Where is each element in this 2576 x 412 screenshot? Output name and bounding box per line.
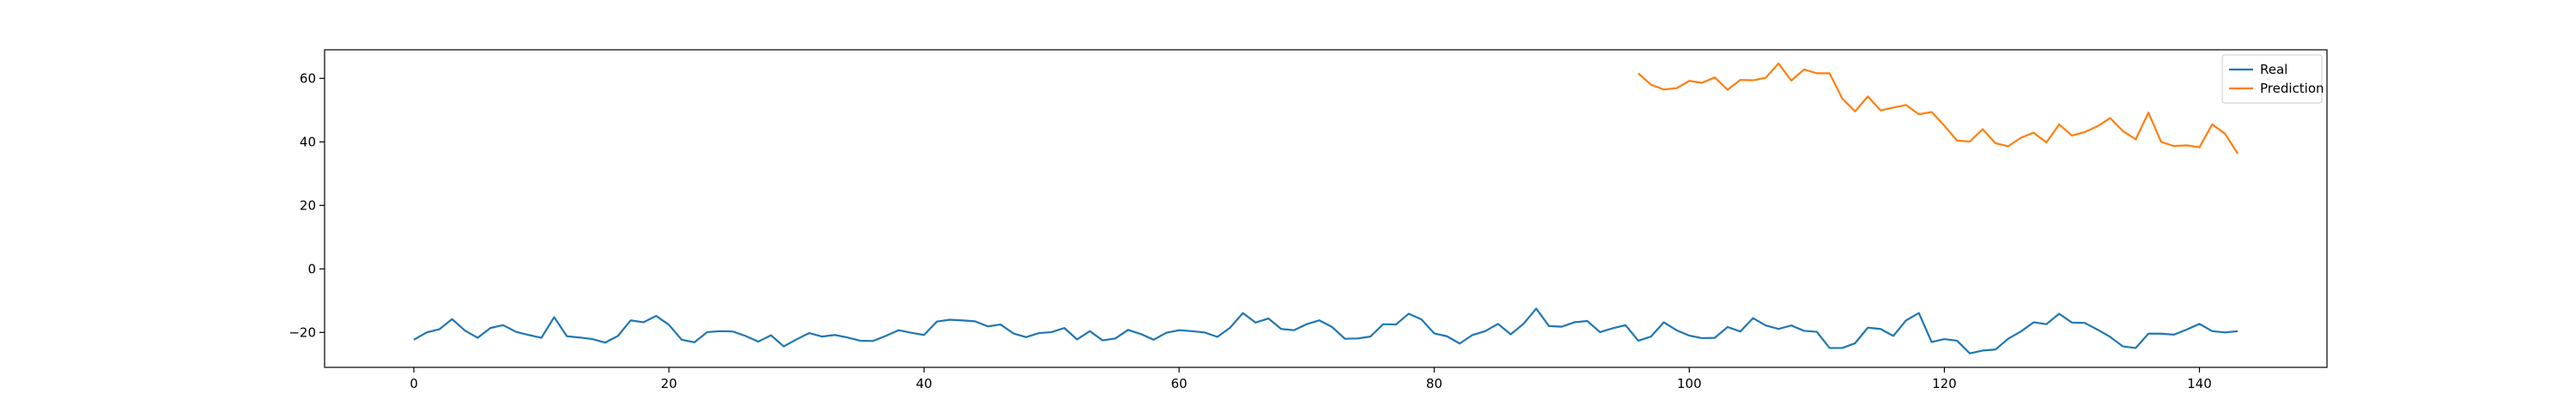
x-tick-label: 100 xyxy=(1677,376,1702,391)
x-tick-label: 0 xyxy=(410,376,418,391)
plot-lines xyxy=(413,62,2239,354)
series-line-real xyxy=(413,307,2239,354)
axes-frame xyxy=(324,49,2328,368)
x-tick-label: 120 xyxy=(1932,376,1957,391)
y-tick-label: 60 xyxy=(300,70,316,86)
y-axis: −20 0 20 40 60 xyxy=(289,70,325,340)
x-tick-label: 80 xyxy=(1426,376,1443,391)
x-axis: 0 20 40 60 80 100 120 140 xyxy=(410,367,2212,391)
x-tick-label: 20 xyxy=(660,376,677,391)
y-tick-label: −20 xyxy=(289,324,316,340)
legend-box xyxy=(2221,54,2323,104)
legend-label: Real xyxy=(2260,62,2287,77)
legend-label: Prediction xyxy=(2260,81,2324,96)
x-tick-label: 140 xyxy=(2187,376,2212,391)
y-tick-label: 40 xyxy=(300,134,316,149)
legend: Real Prediction xyxy=(2221,54,2324,104)
x-tick-label: 60 xyxy=(1171,376,1188,391)
y-tick-label: 0 xyxy=(307,261,316,276)
x-tick-label: 40 xyxy=(916,376,933,391)
y-tick-label: 20 xyxy=(300,197,316,213)
series-line-prediction xyxy=(1637,62,2239,154)
